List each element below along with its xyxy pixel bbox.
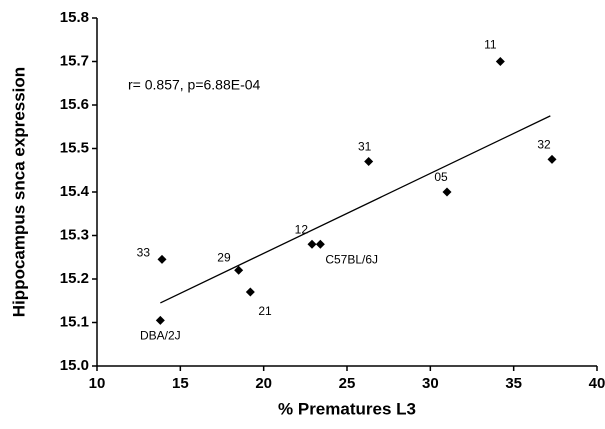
y-tick-label: 15.4 — [60, 183, 90, 200]
point-label: 05 — [434, 170, 448, 184]
y-tick-label: 15.2 — [60, 270, 89, 287]
point-label: DBA/2J — [140, 328, 181, 342]
point — [157, 254, 167, 264]
point — [364, 157, 374, 167]
point — [547, 154, 557, 164]
point-label: 32 — [537, 138, 551, 152]
point-label: 33 — [137, 246, 151, 260]
point-label: 11 — [484, 38, 497, 52]
x-tick-label: 40 — [589, 375, 605, 392]
y-tick-label: 15.1 — [60, 313, 89, 330]
y-tick-label: 15.5 — [60, 139, 89, 156]
x-axis-title: % Prematures L3 — [278, 399, 416, 418]
point — [234, 265, 244, 275]
point — [495, 57, 505, 66]
point-label: 31 — [358, 140, 372, 154]
point-label: 29 — [217, 250, 231, 264]
point — [315, 239, 325, 249]
point-label: 12 — [295, 222, 309, 236]
x-tick-label: 30 — [422, 375, 439, 392]
y-tick-label: 15.6 — [60, 96, 89, 113]
x-tick-label: 35 — [505, 375, 522, 392]
trend-line — [160, 115, 551, 304]
y-tick-label: 15.8 — [60, 9, 89, 26]
point-label: C57BL/6J — [325, 252, 378, 266]
y-tick-label: 15.3 — [60, 226, 89, 243]
point — [155, 315, 165, 325]
point — [442, 187, 452, 197]
x-tick-label: 15 — [172, 375, 189, 392]
point — [307, 239, 317, 249]
x-tick-label: 10 — [89, 375, 106, 392]
x-tick-label: 20 — [255, 375, 272, 392]
y-tick-label: 15.0 — [60, 357, 89, 374]
y-axis-title: Hippocampus snca expression — [9, 67, 28, 317]
point-label: 21 — [258, 304, 272, 318]
annotation: r= 0.857, p=6.88E-04 — [128, 77, 261, 93]
point — [245, 287, 255, 297]
y-tick-label: 15.7 — [60, 52, 89, 69]
x-tick-label: 25 — [339, 375, 356, 392]
